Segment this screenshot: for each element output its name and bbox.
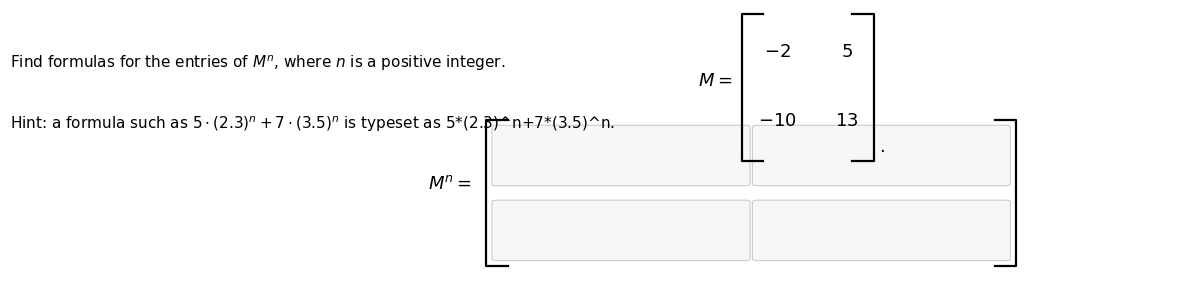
Text: $-10$: $-10$	[758, 112, 797, 130]
Text: $13$: $13$	[835, 112, 859, 130]
Text: $M =$: $M =$	[698, 72, 732, 90]
FancyBboxPatch shape	[492, 125, 750, 186]
Text: $M^n =$: $M^n =$	[427, 175, 472, 193]
FancyBboxPatch shape	[752, 125, 1010, 186]
Text: $5$: $5$	[841, 43, 853, 61]
Text: $-2$: $-2$	[764, 43, 791, 61]
FancyBboxPatch shape	[492, 200, 750, 261]
Text: Hint: a formula such as $5 \cdot (2.3)^n + 7 \cdot (3.5)^n$ is typeset as 5*(2.3: Hint: a formula such as $5 \cdot (2.3)^n…	[10, 114, 614, 134]
FancyBboxPatch shape	[752, 200, 1010, 261]
Text: .: .	[880, 137, 886, 156]
Text: Find formulas for the entries of $M^n$, where $n$ is a positive integer.: Find formulas for the entries of $M^n$, …	[10, 54, 505, 73]
